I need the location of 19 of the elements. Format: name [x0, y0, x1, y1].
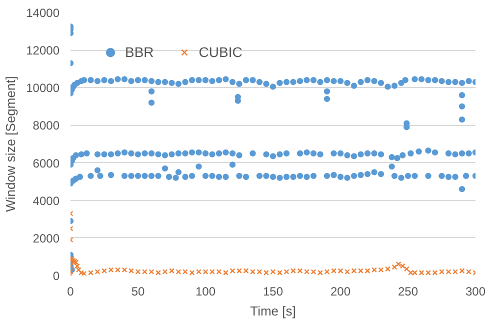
- y-tick-label: 10000: [26, 81, 60, 96]
- y-tick-label: 8000: [32, 118, 60, 133]
- x-tick-label: 250: [398, 284, 418, 298]
- x-tick-label: 0: [67, 284, 74, 298]
- y-tick-label: 2000: [32, 231, 60, 246]
- y-tick-label: 6000: [32, 156, 60, 170]
- x-axis-title: Time [s]: [250, 304, 296, 318]
- legend-label: CUBIC: [198, 44, 242, 60]
- y-tick-label: 0: [52, 269, 60, 283]
- y-tick-label: 4000: [32, 194, 60, 208]
- x-tick-label: 50: [131, 284, 145, 298]
- x-tick-label: 100: [195, 284, 216, 298]
- y-tick-label: 14000: [26, 6, 60, 20]
- legend-label: BBR: [125, 44, 154, 60]
- x-tick-label: 150: [262, 284, 284, 298]
- y-tick-label: 12000: [26, 44, 60, 58]
- x-tick-label: 300: [465, 284, 486, 298]
- y-axis-title: Window size [Segment]: [3, 76, 18, 212]
- x-tick-label: 200: [330, 284, 351, 298]
